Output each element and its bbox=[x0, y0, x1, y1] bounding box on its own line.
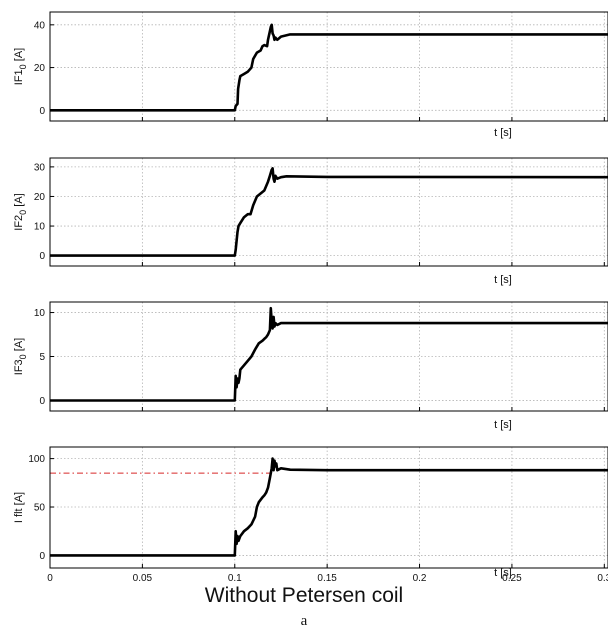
y-tick-label: 0 bbox=[39, 106, 45, 117]
x-tick-label: 0.15 bbox=[317, 573, 337, 584]
x-axis-label: t [s] bbox=[494, 567, 512, 579]
series-line-1 bbox=[50, 457, 608, 557]
y-tick-label: 10 bbox=[34, 222, 46, 233]
y-tick-label: 10 bbox=[34, 308, 46, 319]
x-tick-label: 0 bbox=[47, 573, 53, 584]
series-line-1 bbox=[50, 306, 608, 402]
x-tick-label: 0.1 bbox=[228, 573, 242, 584]
x-tick-label: 0.25 bbox=[502, 573, 522, 584]
chart-panel-2: 0 10 20 30 t [s] IF20 [A] bbox=[13, 157, 608, 286]
y-tick-label: 0 bbox=[39, 551, 45, 562]
plot-area bbox=[50, 447, 608, 568]
figure-caption: Without Petersen coil bbox=[204, 584, 404, 607]
y-tick-label: 0 bbox=[39, 251, 45, 262]
axes-frame bbox=[49, 157, 608, 267]
figure-sublabel: a bbox=[300, 613, 308, 629]
plot-area bbox=[50, 12, 608, 121]
plot-area bbox=[50, 302, 608, 411]
y-tick-label: 50 bbox=[34, 503, 46, 514]
y-axis-label: IF10 [A] bbox=[13, 48, 28, 85]
y-axis-label: I flt [A] bbox=[13, 492, 25, 523]
y-tick-label: 30 bbox=[34, 162, 46, 173]
y-axis-label: IF20 [A] bbox=[13, 193, 28, 230]
y-tick-label: 100 bbox=[28, 454, 45, 465]
y-tick-label: 0 bbox=[39, 396, 45, 407]
y-tick-label: 5 bbox=[39, 352, 45, 363]
y-tick-label: 20 bbox=[34, 63, 46, 74]
x-axis-label: t [s] bbox=[494, 419, 512, 431]
x-axis-label: t [s] bbox=[494, 127, 512, 139]
x-axis-label: t [s] bbox=[494, 274, 512, 286]
x-tick-label: 0.3 bbox=[597, 573, 608, 584]
chart-panel-1: 0 20 40 t [s] IF10 [A] bbox=[13, 11, 608, 139]
chart-panel-4: 0 50 100 0 0.05 0.1 0.15 0.2 0.25 0.3 t [s] I flt [… bbox=[13, 446, 608, 584]
y-axis-label: IF30 [A] bbox=[13, 338, 28, 375]
x-tick-label: 0.2 bbox=[413, 573, 427, 584]
x-tick-label: 0.05 bbox=[133, 573, 153, 584]
chart-panel-3: 0 5 10 t [s] IF30 [A] bbox=[13, 301, 608, 431]
plot-area bbox=[50, 158, 608, 266]
series-line-1 bbox=[50, 23, 608, 112]
axes-frame bbox=[49, 11, 608, 122]
y-tick-label: 20 bbox=[34, 192, 46, 203]
y-tick-label: 40 bbox=[34, 20, 46, 31]
series-line-1 bbox=[50, 167, 608, 257]
